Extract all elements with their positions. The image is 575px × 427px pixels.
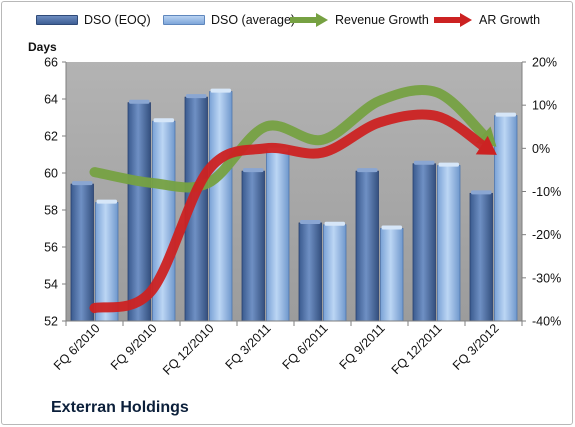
x-tick-label-6: FQ 12/2011 — [389, 321, 445, 377]
legend-item-ar-growth: AR Growth — [433, 10, 540, 30]
bar-cap-dso-eoq-2 — [186, 94, 207, 99]
legend-item-dso-avg: DSO (average) — [163, 10, 295, 30]
bar-cap-dso-eoq-5 — [357, 168, 378, 173]
bar-dso-eoq-5 — [355, 170, 379, 322]
bar-dso-avg-7 — [494, 115, 518, 322]
bar-dso-avg-6 — [437, 165, 461, 322]
x-tick-label-2: FQ 12/2010 — [160, 321, 217, 378]
bar-dso-avg-5 — [380, 228, 404, 322]
bar-cap-dso-avg-1 — [153, 118, 174, 123]
legend-label-dso-avg: DSO (average) — [211, 13, 296, 27]
bar-dso-avg-3 — [266, 150, 290, 322]
x-tick-label-5: FQ 9/2011 — [337, 321, 388, 372]
legend-item-dso-eoq: DSO (EOQ) — [36, 10, 151, 30]
bar-dso-eoq-7 — [469, 192, 493, 322]
bar-cap-dso-avg-4 — [324, 221, 345, 226]
bar-cap-dso-avg-7 — [495, 112, 516, 117]
bar-dso-eoq-6 — [412, 163, 436, 322]
line-ar-growth — [89, 109, 489, 314]
bar-dso-avg-4 — [323, 224, 347, 322]
y2-tick-label-2: -20% — [532, 228, 561, 242]
bar-dso-eoq-0 — [70, 183, 94, 322]
x-tick-label-0: FQ 6/2010 — [51, 321, 103, 373]
y-tick-label-66: 66 — [44, 56, 58, 70]
y2-tick-label-3: -10% — [532, 185, 561, 199]
y-tick-label-60: 60 — [44, 167, 58, 181]
company-name: Exterran Holdings — [51, 399, 189, 416]
legend-label-dso-eoq: DSO (EOQ) — [84, 13, 151, 27]
bar-cap-dso-eoq-1 — [129, 99, 150, 104]
legend-arrow-revenue-icon — [290, 13, 328, 27]
legend-label-ar-growth: AR Growth — [479, 13, 541, 27]
y-tick-label-58: 58 — [44, 204, 58, 218]
y-tick-label-54: 54 — [44, 278, 58, 292]
legend-label-revenue-growth: Revenue Growth — [335, 13, 429, 27]
y2-tick-label-0: -40% — [532, 315, 561, 329]
bar-cap-dso-eoq-0 — [72, 181, 93, 186]
y-tick-label-52: 52 — [44, 315, 58, 329]
y-axis-left-title: Days — [28, 40, 57, 54]
legend-item-revenue-growth: Revenue Growth — [289, 10, 429, 30]
bar-dso-eoq-4 — [298, 222, 322, 322]
x-tick-label-7: FQ 3/2012 — [450, 321, 502, 373]
x-tick-label-3: FQ 3/2011 — [223, 321, 274, 372]
y2-tick-label-4: 0% — [532, 142, 550, 156]
bar-cap-dso-eoq-3 — [243, 168, 264, 173]
legend-arrow-ar-icon — [434, 13, 472, 27]
y-tick-label-64: 64 — [44, 93, 58, 107]
bar-cap-dso-avg-6 — [438, 162, 459, 167]
line-revenue-growth — [89, 84, 490, 193]
legend-swatch-dso-eoq — [36, 15, 78, 25]
y-tick-label-62: 62 — [44, 130, 58, 144]
bar-cap-dso-eoq-4 — [300, 219, 321, 224]
bar-cap-dso-eoq-7 — [471, 190, 492, 195]
arrowhead-ar-growth — [475, 135, 497, 155]
y-tick-label-56: 56 — [44, 241, 58, 255]
legend-swatch-dso-avg — [163, 15, 205, 25]
y2-tick-label-5: 10% — [532, 99, 557, 113]
chart-legend: DSO (EOQ) DSO (average) Revenue Growth A… — [0, 10, 575, 30]
bar-cap-dso-avg-0 — [96, 199, 117, 204]
y2-tick-label-1: -30% — [532, 271, 561, 285]
bar-dso-eoq-3 — [241, 170, 265, 322]
bars-group — [70, 88, 518, 322]
bar-cap-dso-avg-5 — [381, 225, 402, 230]
y2-tick-label-6: 20% — [532, 56, 557, 70]
lines-group — [89, 84, 497, 314]
bar-cap-dso-eoq-6 — [414, 160, 435, 165]
bar-cap-dso-avg-2 — [210, 88, 231, 93]
x-tick-label-4: FQ 6/2011 — [280, 321, 331, 372]
x-tick-label-1: FQ 9/2010 — [108, 321, 160, 373]
bar-dso-avg-2 — [209, 91, 233, 322]
